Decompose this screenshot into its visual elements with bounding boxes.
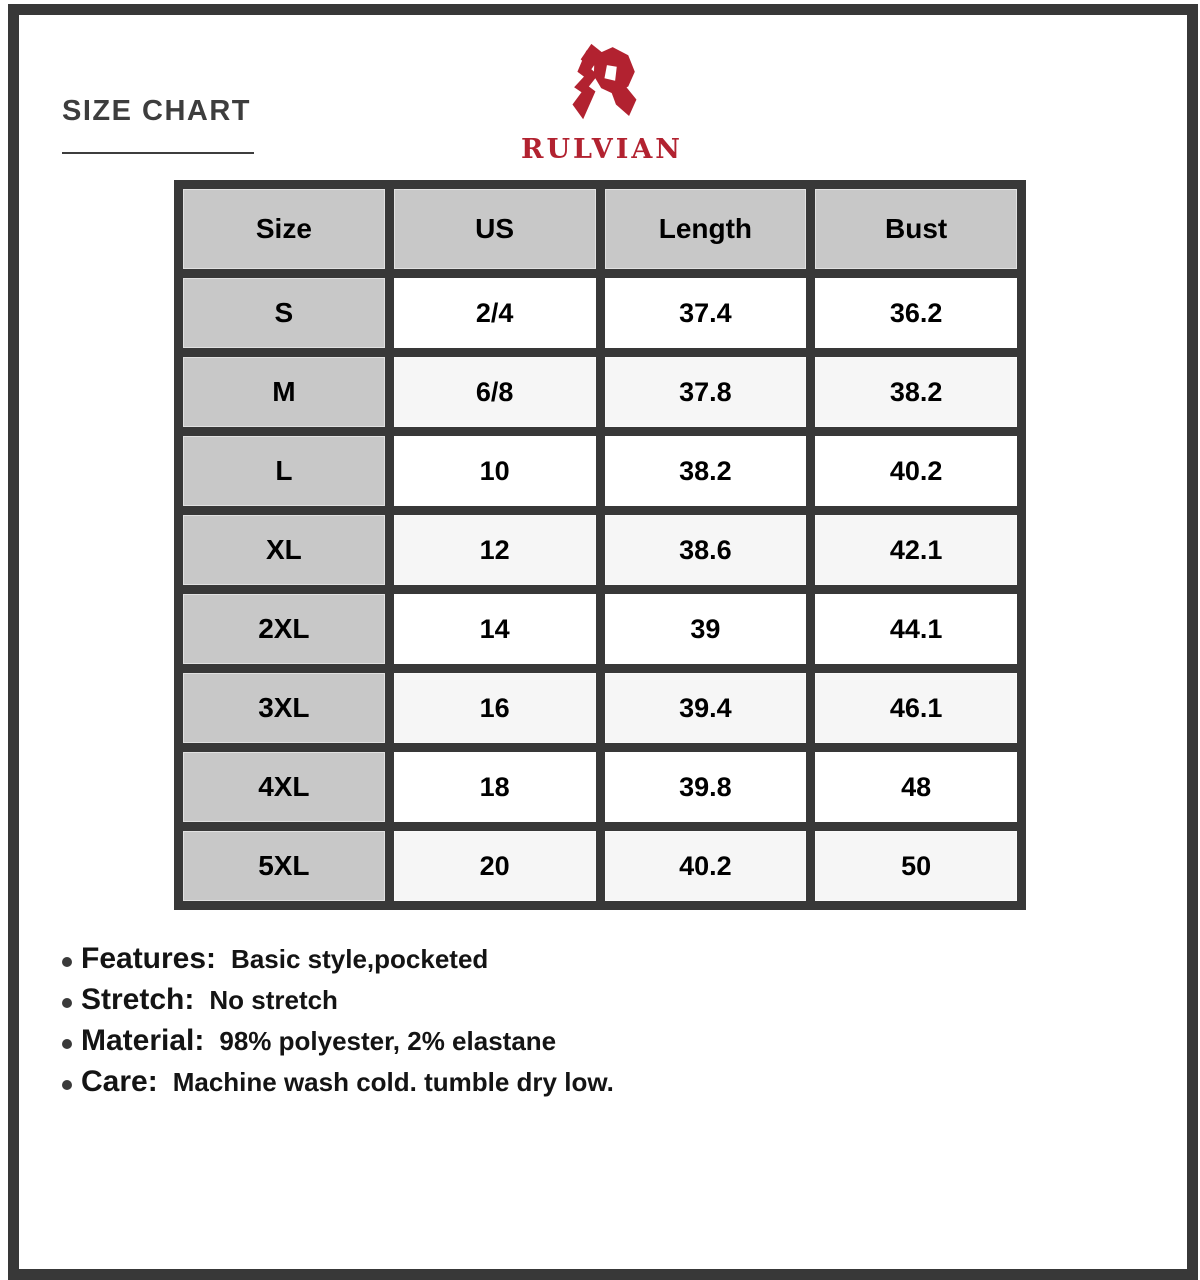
table-row-2xl: 2XL 14 39 44.1 bbox=[183, 594, 1017, 664]
brand-name: RULVIAN bbox=[521, 134, 683, 165]
value-cell: 39.8 bbox=[604, 752, 807, 822]
column-header-us: US bbox=[393, 189, 596, 269]
value-cell: 39.4 bbox=[604, 673, 807, 743]
table-row-m: M 6/8 37.8 38.2 bbox=[183, 357, 1017, 427]
title-underline bbox=[62, 152, 254, 154]
value-cell: 14 bbox=[393, 594, 596, 664]
size-label-cell: 3XL bbox=[183, 673, 385, 743]
value-cell: 38.2 bbox=[604, 436, 807, 506]
bullet-icon bbox=[62, 1080, 72, 1090]
value-cell: 37.8 bbox=[604, 357, 807, 427]
value-cell: 50 bbox=[815, 831, 1017, 901]
bullet-icon bbox=[62, 998, 72, 1008]
value-cell: 44.1 bbox=[815, 594, 1017, 664]
header-row: Size US Length Bust bbox=[183, 189, 1017, 269]
value-cell: 18 bbox=[393, 752, 596, 822]
detail-item: Material: 98% polyester, 2% elastane bbox=[62, 1024, 614, 1064]
size-label-cell: 4XL bbox=[183, 752, 385, 822]
column-header-length: Length bbox=[604, 189, 807, 269]
size-table-header: Size US Length Bust bbox=[183, 189, 1017, 269]
value-cell: 38.2 bbox=[815, 357, 1017, 427]
size-table-body: S 2/4 37.4 36.2 M 6/8 37.8 38.2 L 10 38.2 40.2 XL 12 3… bbox=[183, 278, 1017, 901]
detail-item: Features: Basic style,pocketed bbox=[62, 942, 614, 982]
brand-logo: RULVIAN bbox=[508, 38, 696, 165]
brand-logo-icon bbox=[572, 43, 637, 120]
value-cell: 6/8 bbox=[393, 357, 596, 427]
table-row-s: S 2/4 37.4 36.2 bbox=[183, 278, 1017, 348]
table-row-5xl: 5XL 20 40.2 50 bbox=[183, 831, 1017, 901]
value-cell: 48 bbox=[815, 752, 1017, 822]
detail-value: Machine wash cold. tumble dry low. bbox=[172, 1067, 614, 1097]
value-cell: 20 bbox=[393, 831, 596, 901]
detail-item: Care: Machine wash cold. tumble dry low. bbox=[62, 1065, 614, 1105]
size-label-cell: 2XL bbox=[183, 594, 385, 664]
details-list: Features: Basic style,pocketed Stretch: No … bbox=[62, 942, 614, 1106]
column-header-size: Size bbox=[183, 189, 385, 269]
size-label-cell: M bbox=[183, 357, 385, 427]
detail-value: No stretch bbox=[209, 985, 338, 1015]
table-row-3xl: 3XL 16 39.4 46.1 bbox=[183, 673, 1017, 743]
size-label-cell: L bbox=[183, 436, 385, 506]
detail-value: 98% polyester, 2% elastane bbox=[219, 1026, 557, 1056]
detail-label: Care: bbox=[81, 1065, 158, 1098]
value-cell: 46.1 bbox=[815, 673, 1017, 743]
detail-item: Stretch: No stretch bbox=[62, 983, 614, 1023]
table-row-4xl: 4XL 18 39.8 48 bbox=[183, 752, 1017, 822]
column-header-bust: Bust bbox=[815, 189, 1017, 269]
value-cell: 37.4 bbox=[604, 278, 807, 348]
page-title: SIZE CHART bbox=[62, 95, 251, 127]
size-label-cell: S bbox=[183, 278, 385, 348]
value-cell: 42.1 bbox=[815, 515, 1017, 585]
bullet-icon bbox=[62, 1039, 72, 1049]
detail-label: Stretch: bbox=[81, 983, 195, 1016]
value-cell: 16 bbox=[393, 673, 596, 743]
title-block: SIZE CHART bbox=[62, 94, 254, 154]
value-cell: 40.2 bbox=[604, 831, 807, 901]
size-table: Size US Length Bust S 2/4 37.4 36.2 M 6/8 37.8 38.… bbox=[174, 180, 1026, 910]
value-cell: 2/4 bbox=[393, 278, 596, 348]
value-cell: 38.6 bbox=[604, 515, 807, 585]
size-label-cell: 5XL bbox=[183, 831, 385, 901]
detail-label: Material: bbox=[81, 1024, 205, 1057]
table-row-xl: XL 12 38.6 42.1 bbox=[183, 515, 1017, 585]
detail-label: Features: bbox=[81, 942, 217, 975]
table-row-l: L 10 38.2 40.2 bbox=[183, 436, 1017, 506]
detail-value: Basic style,pocketed bbox=[231, 944, 489, 974]
value-cell: 36.2 bbox=[815, 278, 1017, 348]
value-cell: 10 bbox=[393, 436, 596, 506]
value-cell: 40.2 bbox=[815, 436, 1017, 506]
value-cell: 12 bbox=[393, 515, 596, 585]
bullet-icon bbox=[62, 957, 72, 967]
size-label-cell: XL bbox=[183, 515, 385, 585]
value-cell: 39 bbox=[604, 594, 807, 664]
